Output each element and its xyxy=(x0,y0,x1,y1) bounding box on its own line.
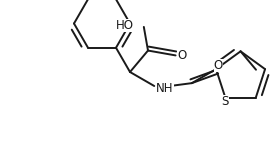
Text: HO: HO xyxy=(116,19,134,32)
Text: NH: NH xyxy=(156,81,174,95)
Text: O: O xyxy=(214,59,223,72)
Text: S: S xyxy=(222,95,229,108)
Text: O: O xyxy=(177,49,186,62)
